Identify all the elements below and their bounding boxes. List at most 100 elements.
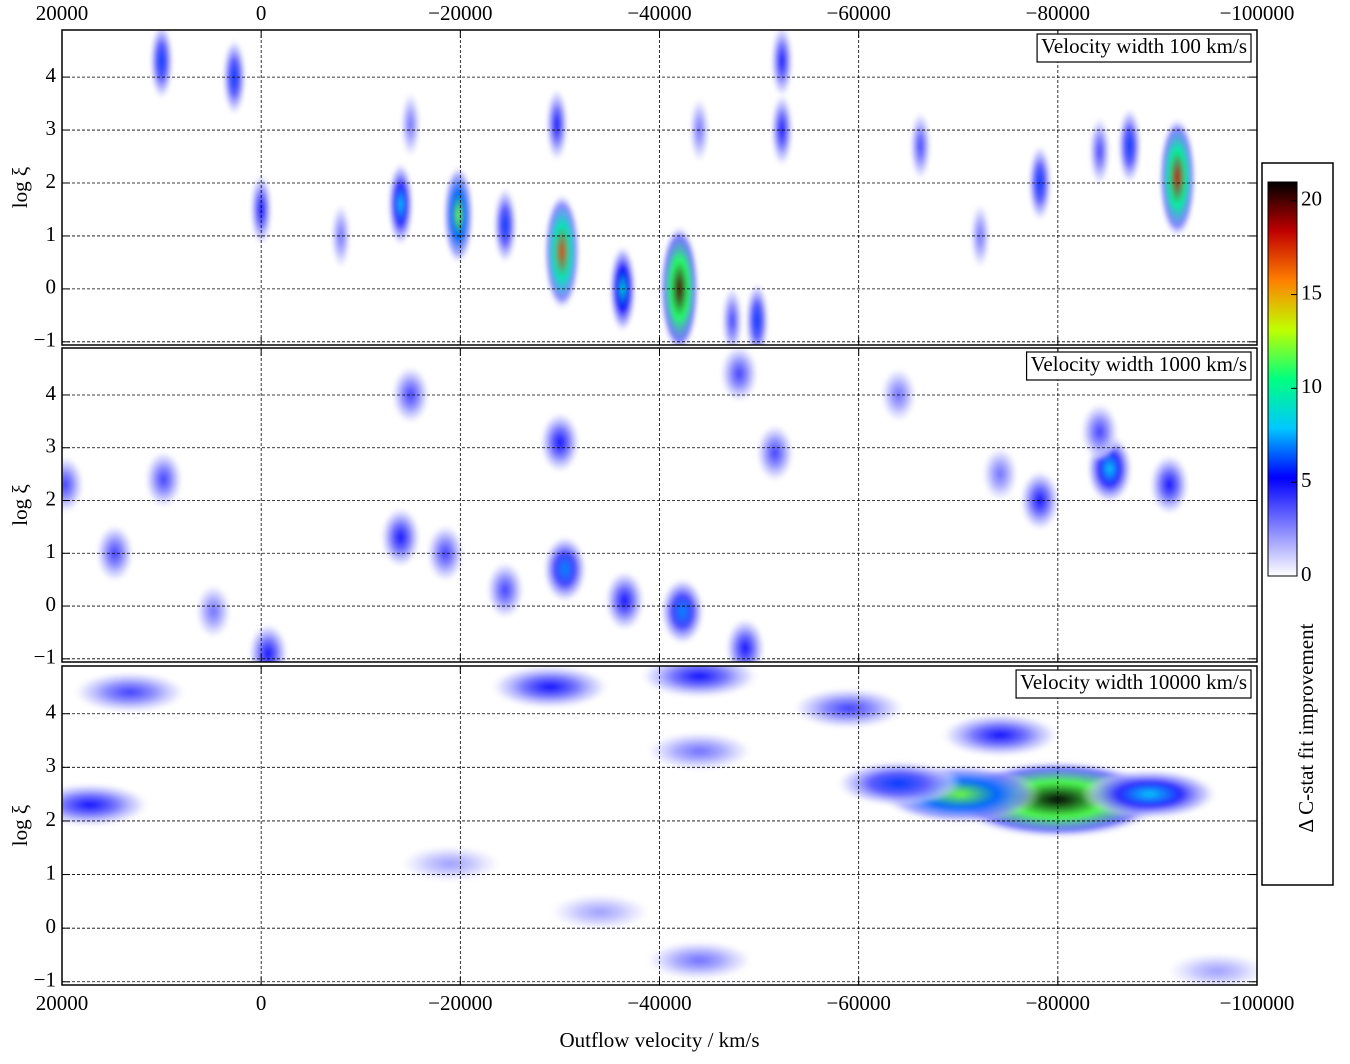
- x-tick-label: −40000: [627, 1, 691, 25]
- y-tick-label: 4: [46, 700, 57, 724]
- annotation-box: [1015, 669, 1252, 699]
- heat-blob: [1165, 952, 1257, 985]
- heat-blob: [542, 535, 588, 604]
- x-tick-label: 0: [256, 991, 267, 1015]
- y-tick-label: 1: [46, 222, 57, 246]
- heat-blob: [149, 30, 174, 101]
- frame: [61, 347, 1258, 663]
- x-tick-label: −80000: [1026, 1, 1090, 25]
- heat-blob: [981, 446, 1019, 503]
- x-tick-label: −60000: [826, 1, 890, 25]
- annotation-box: [1036, 33, 1252, 63]
- x-tick-label: −40000: [627, 991, 691, 1015]
- x-tick-label: −20000: [428, 991, 492, 1015]
- heat-blob: [770, 92, 794, 168]
- y-tick-label: 0: [46, 275, 57, 299]
- heat-blob: [1117, 106, 1142, 186]
- y-tick-label: 2: [46, 486, 57, 510]
- annotation: Velocity width 100 km/s: [1041, 34, 1247, 58]
- heat-blob: [644, 940, 755, 981]
- heat-blob: [71, 671, 188, 714]
- heat-blob: [644, 731, 755, 772]
- colorbar: [1267, 181, 1298, 577]
- x-tick-label: −20000: [428, 1, 492, 25]
- y-tick-label: 0: [46, 592, 57, 616]
- x-tick-label: 20000: [36, 991, 89, 1015]
- x-axis-label: Outflow velocity / km/s: [559, 1028, 759, 1052]
- x-tick-label: −100000: [1220, 991, 1295, 1015]
- colorbar-tick-label: 15: [1301, 280, 1322, 304]
- colorbar-tick-label: 5: [1301, 468, 1312, 492]
- heat-blob: [539, 411, 581, 474]
- heat-blob: [247, 622, 289, 662]
- heat-blob: [489, 666, 611, 710]
- heat-blob: [545, 87, 569, 163]
- y-tick-label: 4: [46, 381, 57, 405]
- heat-blob: [62, 455, 85, 515]
- heat-blob: [939, 713, 1061, 758]
- heat-blob: [1158, 116, 1196, 239]
- heat-blob: [834, 760, 963, 807]
- colorbar-tick-label: 0: [1301, 562, 1312, 586]
- y-axis-label: log ξ: [8, 805, 32, 846]
- heat-blob: [745, 281, 770, 345]
- y-axis-label: log ξ: [8, 167, 32, 208]
- heat-blob: [195, 583, 232, 640]
- y-tick-label: 1: [46, 539, 57, 563]
- y-tick-label: −1: [34, 968, 56, 992]
- heat-blob: [909, 110, 932, 182]
- heat-blob: [659, 224, 700, 345]
- heat-blob: [398, 844, 503, 883]
- x-tick-label: −80000: [1026, 991, 1090, 1015]
- heat-blob: [62, 782, 151, 827]
- heat-blob: [604, 569, 645, 632]
- heat-blob: [790, 687, 907, 730]
- frame: [61, 29, 1258, 346]
- heat-blob: [547, 893, 652, 932]
- heat-blob: [1149, 453, 1190, 516]
- heat-blob: [330, 201, 352, 270]
- heat-blob: [660, 577, 705, 646]
- heat-blob: [391, 365, 430, 425]
- heat-blob: [249, 171, 273, 248]
- heatmap: [62, 666, 1257, 985]
- annotation-box: [1025, 351, 1252, 381]
- y-axis-label: log ξ: [8, 484, 32, 525]
- y-tick-label: 4: [46, 63, 57, 87]
- y-tick-label: 1: [46, 860, 57, 884]
- colorbar-tick-label: 20: [1301, 187, 1322, 211]
- heat-blob: [400, 90, 421, 159]
- colorbar-tick-label: 10: [1301, 374, 1322, 398]
- x-tick-label: −100000: [1220, 1, 1295, 25]
- heat-blob: [144, 449, 183, 509]
- heat-blob: [380, 506, 421, 569]
- annotation: Velocity width 1000 km/s: [1031, 352, 1247, 376]
- heat-blob: [969, 201, 991, 270]
- y-tick-label: 3: [46, 434, 57, 458]
- y-tick-label: 3: [46, 753, 57, 777]
- heat-blob: [755, 423, 795, 483]
- x-tick-label: −60000: [826, 991, 890, 1015]
- heat-blob: [1079, 768, 1219, 820]
- heat-blob: [1088, 115, 1111, 188]
- heat-blob: [387, 161, 414, 248]
- heat-blob: [724, 617, 766, 662]
- y-tick-label: 2: [46, 807, 57, 831]
- y-tick-label: −1: [34, 645, 56, 669]
- y-tick-label: −1: [34, 328, 56, 352]
- heat-blob: [443, 164, 474, 266]
- heatmap: [149, 30, 1196, 345]
- x-tick-label: 0: [256, 1, 267, 25]
- heatmap: [62, 348, 1190, 662]
- heat-blob: [719, 348, 759, 404]
- heat-blob: [485, 560, 525, 620]
- heat-blob: [543, 192, 580, 312]
- heat-blob: [426, 523, 465, 583]
- frame: [61, 665, 1258, 986]
- heat-blob: [493, 185, 518, 265]
- y-tick-label: 3: [46, 116, 57, 140]
- y-tick-label: 0: [46, 914, 57, 938]
- x-tick-label: 20000: [36, 1, 89, 25]
- annotation: Velocity width 10000 km/s: [1020, 670, 1247, 694]
